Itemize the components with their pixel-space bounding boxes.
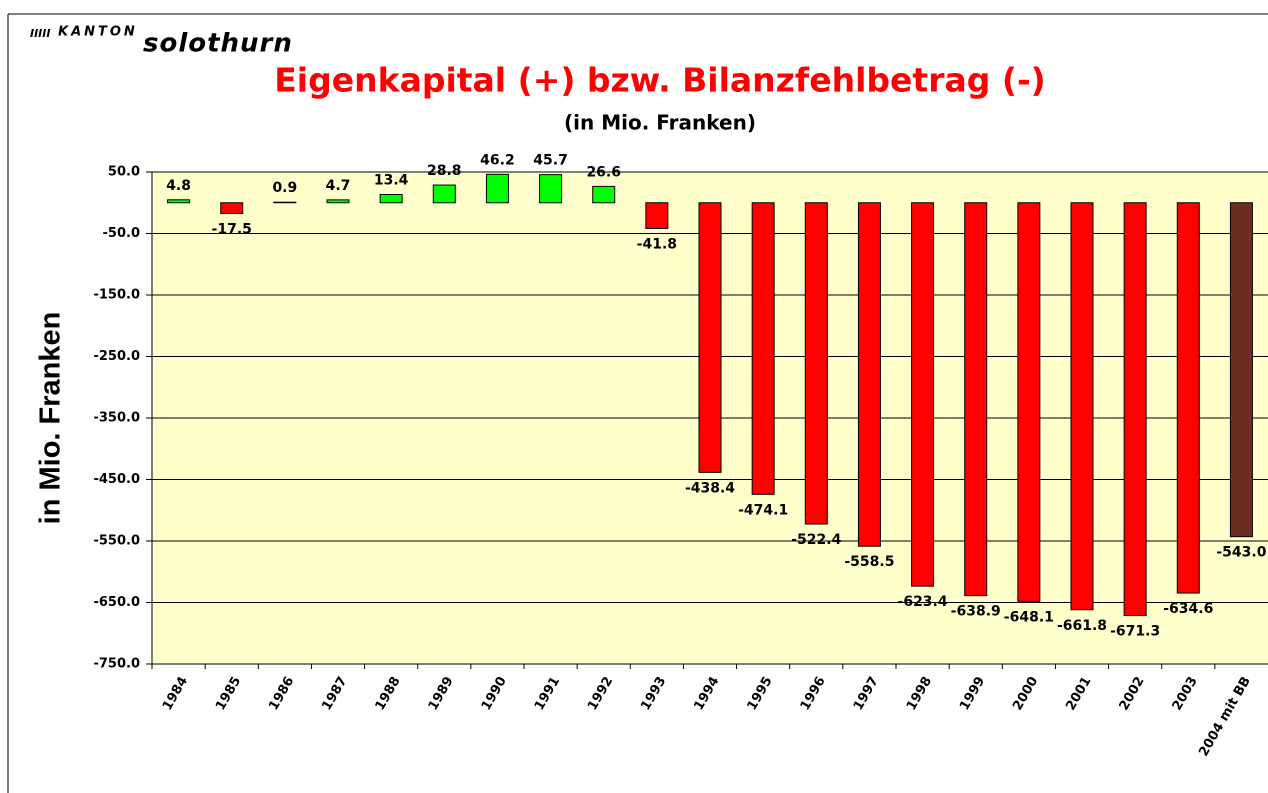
bar xyxy=(1070,202,1094,611)
bar xyxy=(911,202,935,587)
data-label: 28.8 xyxy=(427,163,462,179)
y-tick-label: -50.0 xyxy=(103,226,140,241)
x-tick-label: 1985 xyxy=(213,674,244,713)
x-tick-label: 1997 xyxy=(851,674,882,713)
x-tick-label: 1991 xyxy=(532,674,563,713)
bar xyxy=(220,202,244,215)
x-tick-label: 1989 xyxy=(426,674,457,713)
data-label: -638.9 xyxy=(951,604,1001,620)
bar xyxy=(539,174,563,204)
bar xyxy=(698,202,722,473)
x-tick-label: 2001 xyxy=(1063,674,1094,713)
chart-subtitle: (in Mio. Franken) xyxy=(564,111,756,135)
bar xyxy=(1176,202,1200,594)
y-axis-label: in Mio. Franken xyxy=(35,312,67,525)
bar xyxy=(167,199,191,204)
x-tick-label: 1996 xyxy=(798,674,829,713)
y-tick-label: -650.0 xyxy=(93,595,140,610)
x-tick-label: 2000 xyxy=(1010,674,1041,713)
x-tick-label: 1992 xyxy=(585,674,616,713)
bar xyxy=(273,201,297,204)
bar xyxy=(326,199,350,204)
x-tick-label: 1988 xyxy=(373,674,404,713)
logo-name: solothurn xyxy=(143,29,293,59)
data-label: -623.4 xyxy=(898,594,948,610)
y-tick-label: -350.0 xyxy=(93,411,140,426)
x-tick-label: 1990 xyxy=(479,674,510,713)
bar xyxy=(379,194,403,204)
data-label: -558.5 xyxy=(844,554,894,570)
data-label: 45.7 xyxy=(533,153,568,169)
bar xyxy=(485,173,509,204)
x-tick-label: 1993 xyxy=(638,674,669,713)
x-tick-label: 1986 xyxy=(266,674,297,713)
bar xyxy=(804,202,828,525)
logo-kanton: KANTON xyxy=(58,25,138,40)
bar xyxy=(964,202,988,597)
logo-marks: IIIII xyxy=(30,27,50,40)
x-tick-label: 2002 xyxy=(1117,674,1148,713)
chart-title: Eigenkapital (+) bzw. Bilanzfehlbetrag (… xyxy=(274,61,1045,100)
bar xyxy=(432,184,456,204)
x-tick-label: 1998 xyxy=(904,674,935,713)
bar xyxy=(592,185,616,204)
data-label: -648.1 xyxy=(1004,609,1054,625)
data-label: -438.4 xyxy=(685,480,735,496)
data-label: 46.2 xyxy=(480,152,515,168)
x-tick-label: 1994 xyxy=(691,674,722,713)
data-label: -543.0 xyxy=(1216,545,1266,561)
bar xyxy=(1017,202,1041,602)
data-label: -634.6 xyxy=(1163,601,1213,617)
data-label: 4.7 xyxy=(326,178,351,194)
data-label: 4.8 xyxy=(166,178,191,194)
bar xyxy=(645,202,669,229)
x-tick-label: 1987 xyxy=(319,674,350,713)
data-label: -661.8 xyxy=(1057,618,1107,634)
data-label: -41.8 xyxy=(637,236,677,252)
x-tick-label: 1999 xyxy=(957,674,988,713)
data-label: 0.9 xyxy=(272,180,297,196)
data-label: 13.4 xyxy=(374,173,409,189)
data-label: -522.4 xyxy=(791,532,841,548)
bar xyxy=(857,202,881,547)
y-tick-label: -150.0 xyxy=(93,288,140,303)
bar xyxy=(751,202,775,495)
data-label: 26.6 xyxy=(586,164,621,180)
y-tick-label: -450.0 xyxy=(93,472,140,487)
y-tick-label: -550.0 xyxy=(93,534,140,549)
y-tick-label: -250.0 xyxy=(93,349,140,364)
bar xyxy=(1229,202,1253,538)
y-tick-label: 50.0 xyxy=(108,165,140,180)
data-label: -17.5 xyxy=(212,222,252,238)
data-label: -671.3 xyxy=(1110,624,1160,640)
data-label: -474.1 xyxy=(738,502,788,518)
x-tick-label: 2003 xyxy=(1170,674,1201,713)
x-tick-label: 2004 mit BB xyxy=(1196,674,1254,759)
y-tick-label: -750.0 xyxy=(93,657,140,672)
bar xyxy=(1123,202,1147,617)
x-tick-label: 1995 xyxy=(745,674,776,713)
x-tick-label: 1984 xyxy=(160,674,191,713)
